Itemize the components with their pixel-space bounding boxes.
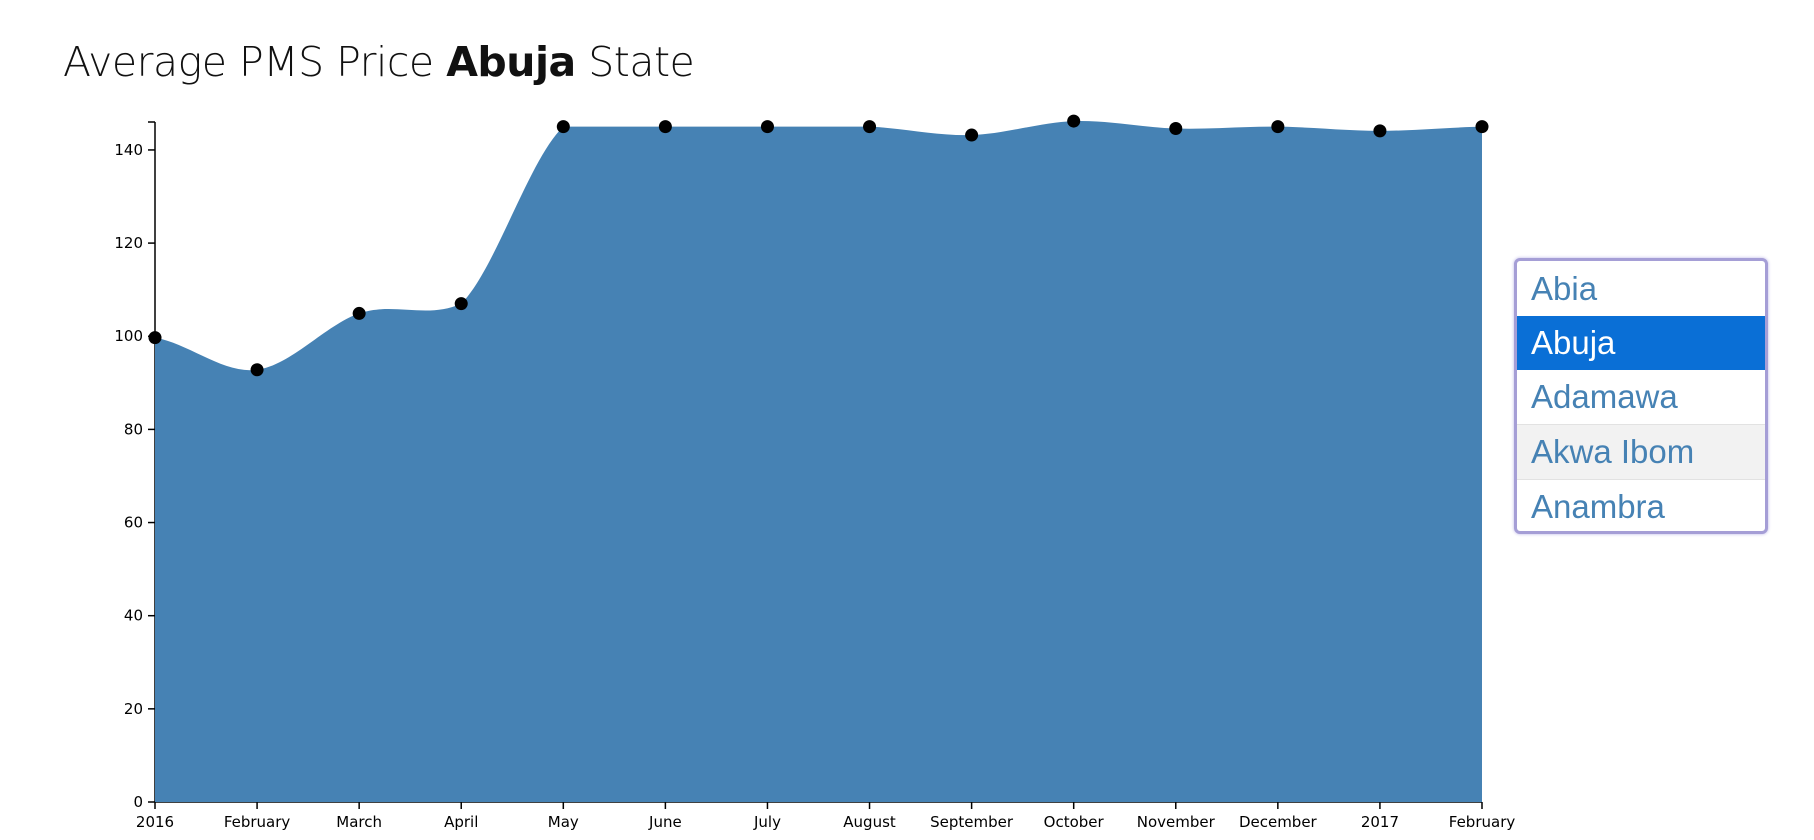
state-option-abuja[interactable]: Abuja <box>1517 316 1765 370</box>
x-tick-label-4: April <box>444 813 478 831</box>
data-point-6[interactable] <box>658 120 672 134</box>
x-tick-label-7: July <box>753 813 781 831</box>
state-option-akwa-ibom[interactable]: Akwa Ibom <box>1517 424 1765 480</box>
x-tick-label-10: October <box>1044 813 1105 831</box>
title-state: Abuja <box>446 38 576 86</box>
state-option-anambra[interactable]: Anambra <box>1531 488 1665 525</box>
y-tick-label-40: 40 <box>124 607 143 625</box>
data-point-4[interactable] <box>454 297 468 311</box>
data-point-3[interactable] <box>352 306 366 320</box>
state-option-abia[interactable]: Abia <box>1531 270 1598 307</box>
state-select-list[interactable]: Abia Abuja Adamawa Akwa Ibom Anambra <box>1514 258 1768 534</box>
x-tick-label-14: February <box>1449 813 1516 831</box>
data-point-13[interactable] <box>1373 124 1387 138</box>
x-tick-label-1: 2016 <box>136 813 174 831</box>
y-tick-label-60: 60 <box>124 514 143 532</box>
y-tick-label-0: 0 <box>133 793 143 811</box>
x-tick-label-6: June <box>648 813 682 831</box>
data-point-10[interactable] <box>1067 114 1081 128</box>
x-axis: 2016 February March April May June July August S… <box>136 801 1516 831</box>
chart-title: Average PMS Price Abuja State <box>63 38 695 86</box>
x-tick-label-5: May <box>548 813 579 831</box>
y-tick-label-80: 80 <box>124 420 143 438</box>
price-area <box>155 120 1482 802</box>
x-tick-label-3: March <box>336 813 382 831</box>
x-tick-label-12: December <box>1239 813 1318 831</box>
data-point-12[interactable] <box>1271 120 1285 134</box>
data-point-9[interactable] <box>965 128 979 142</box>
data-point-1[interactable] <box>148 331 162 345</box>
data-point-11[interactable] <box>1169 122 1183 136</box>
y-tick-label-100: 100 <box>114 327 143 345</box>
y-axis: 0 20 40 60 80 100 120 140 <box>114 121 156 811</box>
x-tick-label-13: 2017 <box>1361 813 1399 831</box>
data-point-14[interactable] <box>1475 120 1489 134</box>
data-point-2[interactable] <box>250 363 264 377</box>
data-point-8[interactable] <box>863 120 877 134</box>
plot-area <box>148 114 1489 802</box>
y-tick-label-20: 20 <box>124 700 143 718</box>
y-tick-label-140: 140 <box>114 141 143 159</box>
y-tick-label-120: 120 <box>114 234 143 252</box>
x-tick-label-11: November <box>1137 813 1216 831</box>
state-option-adamawa[interactable]: Adamawa <box>1531 378 1678 415</box>
data-point-7[interactable] <box>760 120 774 134</box>
title-suffix: State <box>588 38 695 86</box>
data-point-5[interactable] <box>556 120 570 134</box>
x-tick-label-2: February <box>224 813 291 831</box>
title-prefix: Average PMS Price <box>63 38 434 86</box>
x-tick-label-9: September <box>930 813 1014 831</box>
x-tick-label-8: August <box>843 813 896 831</box>
